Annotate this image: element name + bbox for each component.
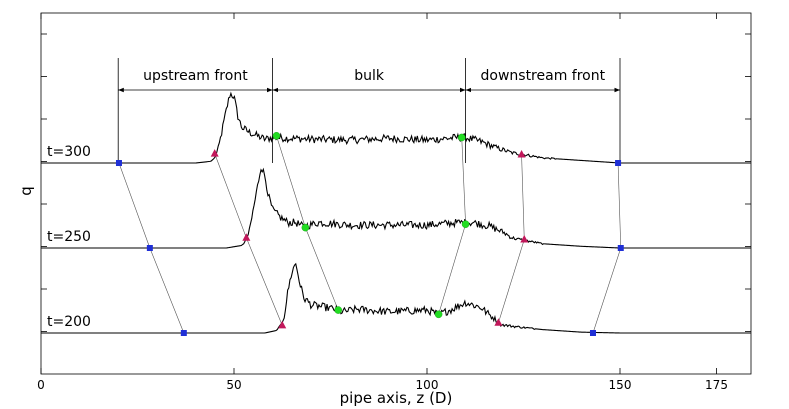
circle-marker [334, 306, 343, 314]
triangle-marker [520, 235, 529, 243]
x-tick-label: 0 [37, 378, 45, 392]
x-tick-label: 50 [226, 378, 241, 392]
circle-marker [272, 131, 281, 140]
axis-ticks: 0 50 100 150 175 [37, 13, 751, 392]
marker-connector [498, 239, 525, 323]
y-axis-label: q [17, 186, 35, 196]
series-label: t=300 [47, 144, 91, 160]
triangle-marker [210, 149, 219, 157]
marker-connector [592, 247, 622, 334]
region-annotations: upstream front bulk downstream front [117, 58, 621, 163]
series-line [41, 262, 751, 334]
series-label: t=250 [47, 229, 91, 245]
marker-connector [118, 162, 151, 249]
marker-connector [246, 237, 283, 326]
series-line [41, 167, 751, 249]
circle-marker [461, 220, 470, 228]
region-label: bulk [354, 68, 385, 84]
series-lines [41, 91, 751, 334]
square-marker [180, 330, 187, 336]
series-line [41, 91, 751, 164]
marker-connector [276, 135, 306, 228]
circle-marker [434, 310, 443, 319]
circle-marker [457, 133, 466, 142]
marker-connector-lines [118, 135, 622, 334]
plot-border [40, 12, 752, 375]
series-markers [115, 131, 624, 336]
series-labels: t=300 t=250 t=200 [47, 144, 91, 330]
triangle-marker [242, 233, 251, 241]
marker-connector [461, 137, 466, 225]
square-marker [115, 160, 122, 166]
plot-frame [40, 12, 752, 375]
x-tick-label: 150 [609, 378, 632, 392]
square-marker [146, 245, 153, 251]
x-tick-label: 175 [705, 378, 728, 392]
marker-connector [521, 154, 525, 240]
region-label: upstream front [143, 68, 248, 84]
square-marker [589, 330, 596, 336]
marker-connector [617, 162, 622, 249]
region-label: downstream front [481, 68, 606, 84]
square-marker [615, 160, 622, 166]
marker-connector [214, 153, 247, 238]
x-tick-label: 100 [416, 378, 439, 392]
series-label: t=200 [47, 314, 91, 330]
triangle-marker [517, 150, 526, 158]
marker-connector [149, 247, 185, 334]
triangle-marker [494, 318, 503, 326]
x-axis-label: pipe axis, z (D) [340, 389, 453, 407]
marker-connector [438, 224, 466, 315]
marker-connector [305, 227, 339, 311]
triangle-marker [278, 320, 287, 329]
circle-marker [301, 223, 310, 232]
square-marker [617, 245, 624, 251]
